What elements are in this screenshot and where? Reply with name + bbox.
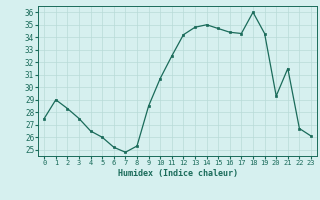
X-axis label: Humidex (Indice chaleur): Humidex (Indice chaleur) — [118, 169, 238, 178]
